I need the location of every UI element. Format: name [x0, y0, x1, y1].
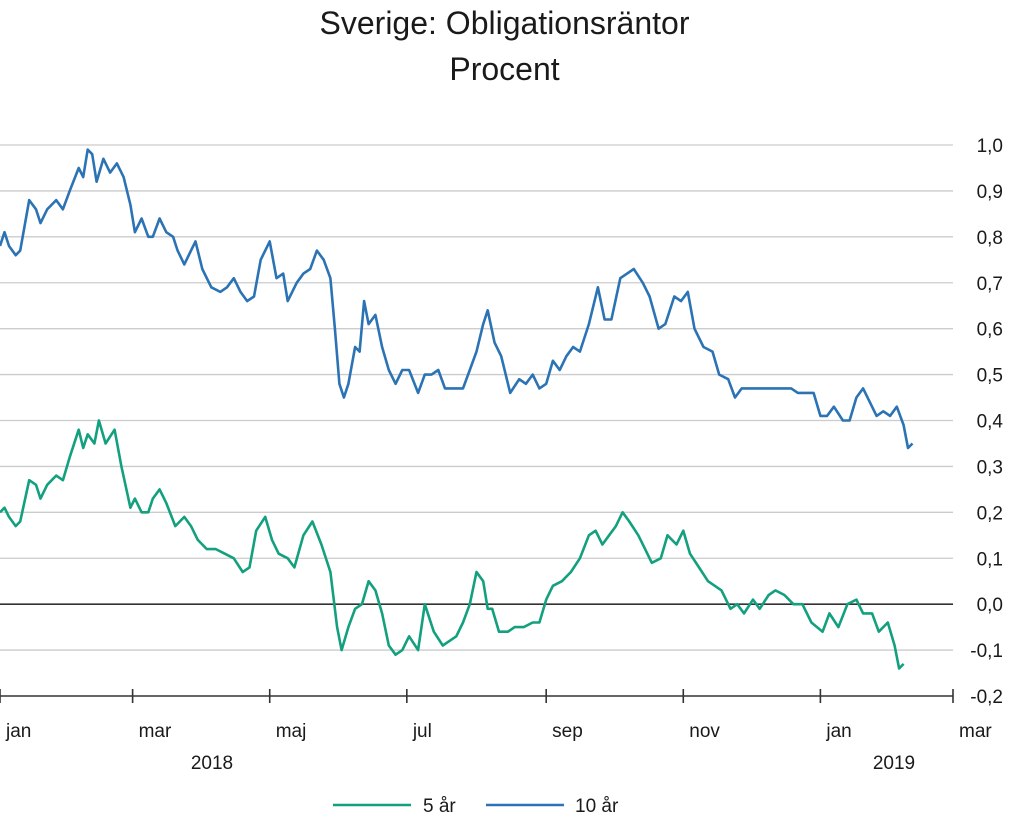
- x-tick-label: maj: [276, 721, 307, 742]
- y-tick-label: -0,1: [970, 641, 1003, 662]
- y-tick-label: 0,8: [977, 228, 1003, 249]
- series-line: [0, 148, 914, 450]
- y-tick-label: 1,0: [977, 136, 1003, 157]
- y-axis: 1,0 0,9 0,8 0,7 0,6 0,5 0,4 0,3 0,2 0,1 0,0 -0,1 -0,…: [970, 136, 1003, 708]
- x-tick-label: mar: [139, 721, 172, 742]
- y-tick-label: 0,9: [977, 182, 1003, 203]
- chart-subtitle: Procent: [449, 51, 560, 87]
- legend: 5 år 10 år: [333, 796, 619, 817]
- year-label: 2019: [873, 753, 915, 774]
- chart-title: Sverige: Obligationsräntor: [319, 5, 690, 41]
- x-axis: jan mar maj jul sep nov jan mar 2018 2019: [0, 689, 992, 774]
- y-tick-label: 0,1: [977, 549, 1003, 570]
- legend-label: 10 år: [575, 796, 619, 817]
- y-tick-label: 0,2: [977, 503, 1003, 524]
- x-tick-label: jan: [5, 721, 31, 742]
- y-tick-label: 0,5: [977, 366, 1003, 387]
- x-tick-label: jan: [825, 721, 851, 742]
- gridlines: [0, 144, 953, 651]
- year-label: 2018: [191, 753, 233, 774]
- x-tick-label: mar: [959, 721, 992, 742]
- y-tick-label: 0,0: [977, 595, 1003, 616]
- x-tick-label: jul: [412, 721, 432, 742]
- y-tick-label: 0,6: [977, 320, 1003, 341]
- legend-label: 5 år: [423, 796, 456, 817]
- x-tick-label: nov: [689, 721, 720, 742]
- series-line: [0, 419, 905, 670]
- series-lines: [0, 148, 914, 670]
- y-tick-label: -0,2: [970, 687, 1003, 708]
- y-tick-label: 0,4: [977, 412, 1004, 433]
- x-tick-label: sep: [552, 721, 583, 742]
- y-tick-label: 0,7: [977, 274, 1003, 295]
- y-tick-label: 0,3: [977, 457, 1003, 478]
